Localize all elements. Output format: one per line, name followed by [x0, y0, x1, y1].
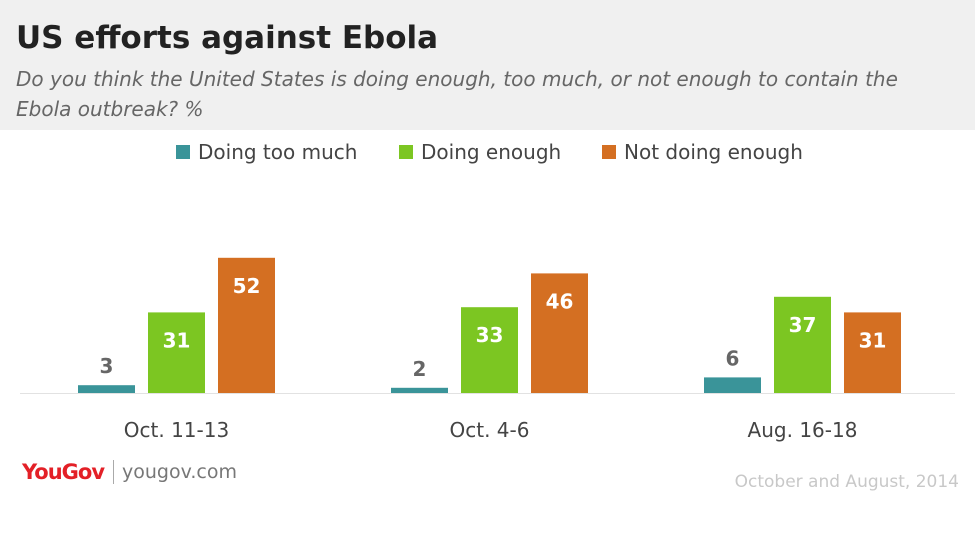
- chart-legend: Doing too much Doing enough Not doing en…: [0, 138, 975, 166]
- data-label-doing-too-much: 3: [100, 354, 114, 378]
- bar-doing-enough: [461, 307, 518, 393]
- legend-swatch-doing-enough: [399, 145, 413, 159]
- category-label: Oct. 4-6: [450, 418, 530, 442]
- branding: YouGov yougov.com: [22, 460, 237, 484]
- legend-label-not-doing-enough: Not doing enough: [624, 140, 803, 164]
- data-label-doing-enough: 37: [789, 313, 817, 337]
- legend-item-not-doing-enough: Not doing enough: [602, 138, 803, 166]
- data-label-doing-too-much: 2: [413, 357, 427, 381]
- data-label-not-doing-enough: 52: [233, 274, 261, 298]
- legend-label-doing-too-much: Doing too much: [198, 140, 358, 164]
- legend-item-doing-too-much: Doing too much: [176, 138, 357, 166]
- legend-swatch-doing-too-much: [176, 145, 190, 159]
- bar-doing-enough: [774, 296, 831, 393]
- brand-divider: [113, 460, 115, 484]
- chart-subtitle: Do you think the United States is doing …: [16, 67, 898, 121]
- legend-item-doing-enough: Doing enough: [399, 138, 561, 166]
- bar-doing-too-much: [704, 377, 761, 393]
- bar-doing-too-much: [78, 385, 135, 393]
- yougov-logo: YouGov: [22, 460, 105, 484]
- site-url: yougov.com: [122, 461, 237, 483]
- data-label-doing-enough: 33: [476, 323, 504, 347]
- data-label-doing-too-much: 6: [726, 346, 740, 370]
- category-label: Oct. 11-13: [124, 418, 229, 442]
- bar-not-doing-enough: [531, 273, 588, 393]
- data-label-not-doing-enough: 46: [546, 289, 574, 313]
- bar-not-doing-enough: [218, 257, 275, 393]
- category-label: Aug. 16-18: [748, 418, 858, 442]
- legend-label-doing-enough: Doing enough: [421, 140, 562, 164]
- bar-doing-too-much: [391, 387, 448, 393]
- chart-title: US efforts against Ebola: [16, 20, 439, 56]
- legend-swatch-not-doing-enough: [602, 145, 616, 159]
- bar-chart: 3 31 52 Oct. 11-13 2 33 46 Oct. 4-6 6 37 31 Aug. 16…: [20, 257, 955, 442]
- bar-doing-enough: [148, 312, 205, 393]
- data-label-doing-enough: 31: [163, 328, 191, 352]
- date-footnote: October and August, 2014: [734, 472, 959, 492]
- chart-header: US efforts against Ebola Do you think th…: [0, 0, 975, 130]
- bar-not-doing-enough: [844, 312, 901, 393]
- data-label-not-doing-enough: 31: [859, 328, 887, 352]
